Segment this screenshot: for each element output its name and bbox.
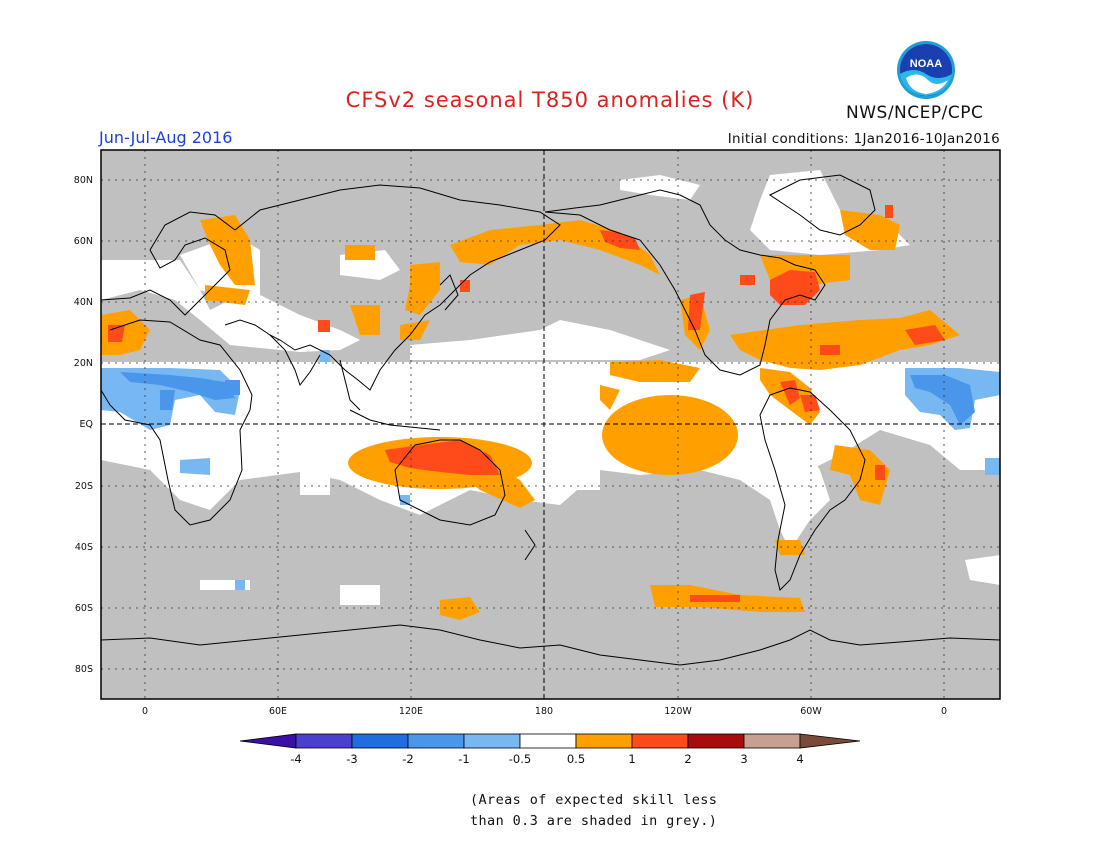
colorbar-label: 3 (740, 752, 747, 766)
lat-label: 60S (75, 603, 93, 614)
colorbar-label: 2 (684, 752, 691, 766)
lat-label: EQ (80, 419, 93, 430)
initial-conditions-label: Initial conditions: 1Jan2016-10Jan2016 (727, 131, 1000, 147)
season-label: Jun-Jul-Aug 2016 (99, 128, 233, 147)
colorbar-swatch (687, 733, 745, 749)
colorbar-high-arrow (799, 733, 861, 749)
colorbar-swatch (575, 733, 633, 749)
colorbar-low-arrow (239, 733, 297, 749)
lon-labels: 0 60E 120E 180 120W 60W 0 (142, 706, 947, 717)
lat-label: 20N (74, 358, 93, 369)
map-frame (100, 149, 1001, 700)
lon-label: 120W (664, 706, 692, 717)
colorbar-swatch (407, 733, 465, 749)
cold-anomaly-mid-blue (120, 372, 975, 425)
warm-anomaly-red (108, 205, 945, 602)
equator-and-dateline (101, 150, 1000, 699)
colorbar-label: 4 (796, 752, 803, 766)
lat-label: 40N (74, 297, 93, 308)
colorbar-label: -1 (458, 752, 469, 766)
coastlines (101, 174, 1000, 666)
colorbar-swatch (519, 733, 577, 749)
lat-lon-grid (101, 150, 1000, 699)
skill-note-line-2: than 0.3 are shaded in grey.) (470, 813, 718, 829)
skill-note: (Areas of expected skill less than 0.3 a… (470, 790, 730, 832)
colorbar-label: 1 (628, 752, 635, 766)
lon-label: 0 (941, 706, 947, 717)
colorbar-swatch (295, 733, 353, 749)
lon-label: 60W (800, 706, 822, 717)
lat-labels: 80N 60N 40N 20N EQ 20S 40S 60S 80S (74, 175, 93, 675)
colorbar: -4 -3 -2 -1 -0.5 0.5 1 2 3 4 (239, 733, 861, 766)
lon-label: 120E (399, 706, 423, 717)
logo-text: NOAA (910, 58, 942, 70)
colorbar-label: -4 (290, 752, 301, 766)
colorbar-label: -2 (402, 752, 413, 766)
colorbar-swatch (463, 733, 521, 749)
lon-label: 0 (142, 706, 148, 717)
colorbar-label: -3 (346, 752, 357, 766)
map-title: CFSv2 seasonal T850 anomalies (K) (345, 88, 755, 112)
colorbar-label: -0.5 (509, 752, 531, 766)
skill-note-line-1: (Areas of expected skill less (470, 792, 718, 808)
lat-label: 80N (74, 175, 93, 186)
colorbar-swatch (631, 733, 689, 749)
lat-label: 20S (75, 481, 93, 492)
colorbar-swatch (743, 733, 801, 749)
colorbar-swatch (351, 733, 409, 749)
colorbar-label: 0.5 (567, 752, 585, 766)
noaa-logo: NOAA (897, 41, 955, 99)
lat-label: 60N (74, 236, 93, 247)
lat-label: 80S (75, 664, 93, 675)
agency-label: NWS/NCEP/CPC (846, 103, 984, 123)
lon-label: 180 (535, 706, 553, 717)
lat-label: 40S (75, 542, 93, 553)
lon-label: 60E (269, 706, 287, 717)
